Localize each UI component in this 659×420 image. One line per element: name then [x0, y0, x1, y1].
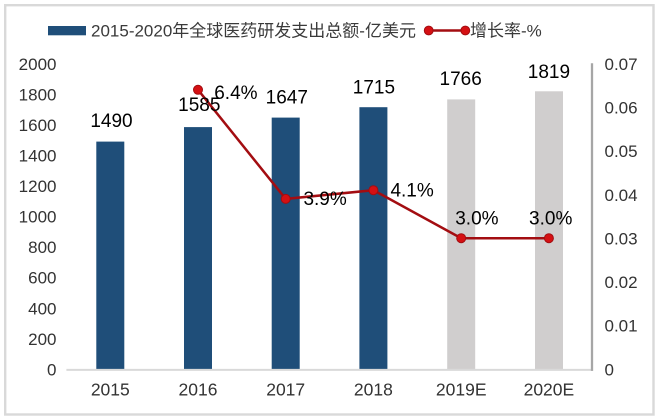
svg-text:2000: 2000: [19, 55, 57, 74]
svg-text:1715: 1715: [353, 77, 395, 98]
svg-text:4.1%: 4.1%: [390, 181, 433, 202]
svg-text:1819: 1819: [528, 62, 570, 83]
svg-text:0: 0: [605, 360, 614, 379]
svg-text:1490: 1490: [90, 111, 132, 132]
svg-text:1200: 1200: [19, 177, 57, 196]
svg-text:2017: 2017: [266, 380, 305, 400]
svg-text:1600: 1600: [19, 116, 57, 135]
svg-text:800: 800: [28, 238, 56, 257]
svg-text:3.0%: 3.0%: [455, 208, 498, 229]
svg-text:2015: 2015: [91, 380, 130, 400]
svg-text:600: 600: [28, 269, 56, 288]
svg-text:0.04: 0.04: [605, 186, 638, 205]
svg-text:0.03: 0.03: [605, 229, 638, 248]
svg-text:3.0%: 3.0%: [529, 208, 572, 229]
svg-text:2020E: 2020E: [524, 380, 575, 400]
svg-text:1647: 1647: [266, 87, 308, 108]
svg-text:0.06: 0.06: [605, 99, 638, 118]
svg-text:0.07: 0.07: [605, 55, 638, 74]
svg-text:2019E: 2019E: [436, 380, 487, 400]
svg-text:1585: 1585: [178, 95, 220, 116]
svg-text:2015-2020年全球医药研发支出总额-亿美元: 2015-2020年全球医药研发支出总额-亿美元: [91, 22, 416, 41]
svg-text:0.05: 0.05: [605, 142, 638, 161]
svg-text:3.9%: 3.9%: [303, 189, 346, 210]
svg-text:1000: 1000: [19, 208, 57, 227]
svg-text:2016: 2016: [179, 380, 218, 400]
svg-text:0: 0: [47, 360, 56, 379]
svg-text:0.02: 0.02: [605, 273, 638, 292]
svg-text:400: 400: [28, 299, 56, 318]
svg-text:200: 200: [28, 330, 56, 349]
svg-text:1400: 1400: [19, 147, 57, 166]
svg-text:2018: 2018: [354, 380, 393, 400]
svg-text:0.01: 0.01: [605, 317, 638, 336]
svg-text:增长率-%: 增长率-%: [470, 22, 542, 41]
svg-text:1800: 1800: [19, 85, 57, 104]
svg-text:1766: 1766: [440, 69, 482, 90]
svg-text:6.4%: 6.4%: [214, 83, 257, 104]
